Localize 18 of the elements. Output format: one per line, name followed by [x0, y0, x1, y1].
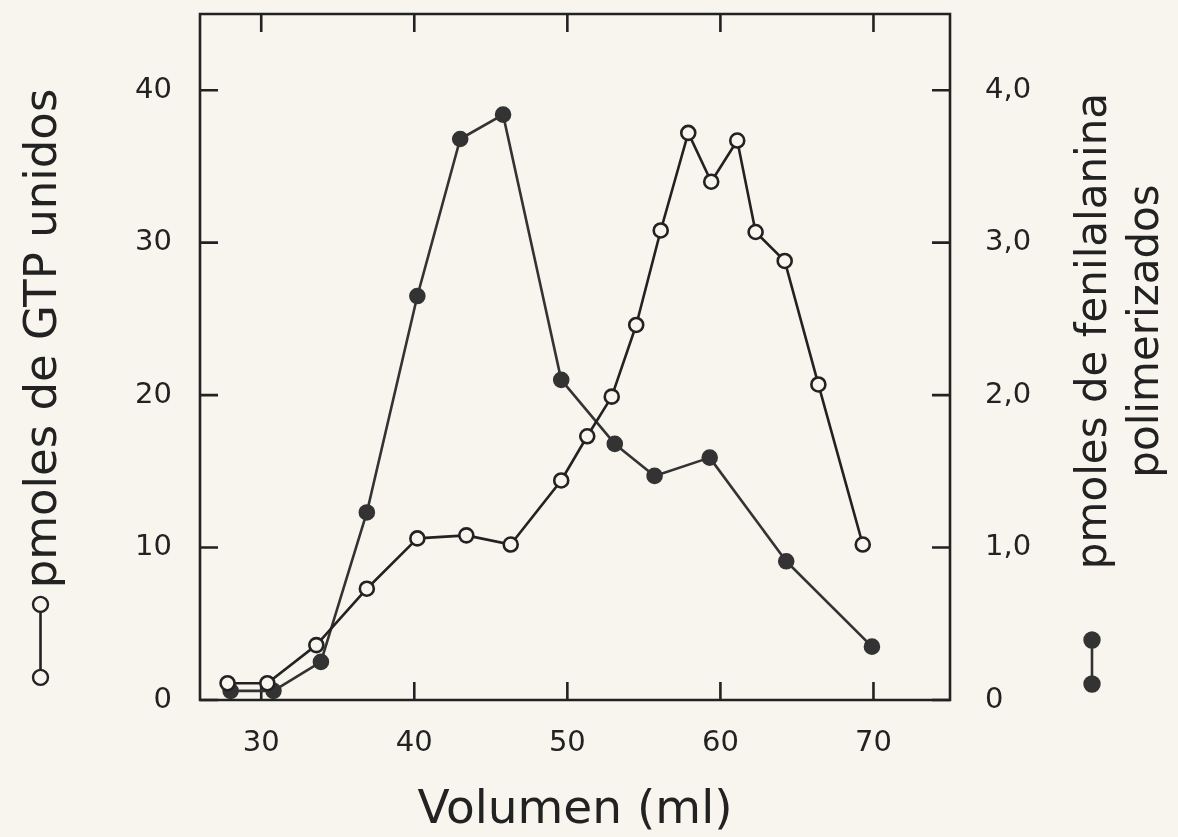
- y-tick-label: 0: [153, 680, 172, 715]
- x-tick-label: 60: [701, 723, 739, 758]
- y2-tick-label: 0: [985, 680, 1004, 715]
- y-tick-label: 30: [135, 223, 172, 258]
- y2-tick-label: 3,0: [985, 223, 1032, 258]
- x-tick-label: 30: [242, 723, 280, 758]
- y2-tick-label: 2,0: [985, 375, 1032, 410]
- y2-tick-label: 1,0: [985, 528, 1032, 563]
- y-tick-label: 40: [135, 70, 172, 105]
- y-axis-title: pmoles de GTP unidos: [13, 88, 67, 589]
- y-tick-label: 20: [135, 375, 172, 410]
- x-tick-label: 40: [395, 723, 433, 758]
- x-tick-label: 50: [548, 723, 586, 758]
- y-tick-label: 10: [135, 528, 172, 563]
- x-axis-title: Volumen (ml): [417, 778, 733, 834]
- y2-tick-label: 4,0: [985, 70, 1032, 105]
- y2-axis-title: pmoles de fenilalanina polimerizados: [1067, 92, 1168, 570]
- x-tick-label: 70: [855, 723, 892, 758]
